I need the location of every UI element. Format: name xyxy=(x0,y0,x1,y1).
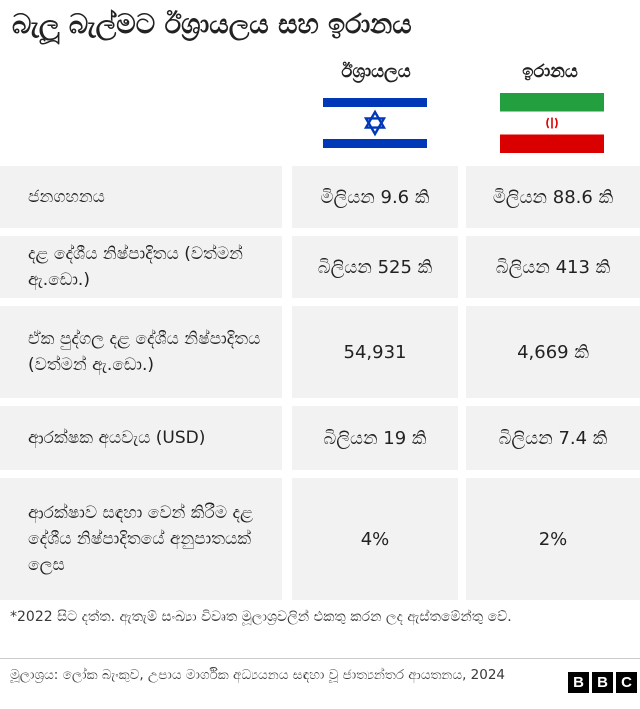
israel-value: බිලියන 19 කි xyxy=(292,406,458,470)
source-text: මූලාශ්‍රය: ලෝක බැංකුව, උපාය මාර්ගික අධ්‍… xyxy=(10,667,506,683)
table-row: ආරක්ෂක අයවැය (USD) බිලියන 19 කි බිලියන 7.4… xyxy=(0,406,640,470)
footnote: *2022 සිට දත්ත. ඇතැම් සංඛ්‍යා විවෘත මූලා… xyxy=(10,609,512,625)
row-label: ආරක්ෂාව සඳහා වෙන් කිරීම දළ දේශීය නිෂ්පාද… xyxy=(0,478,282,600)
israel-flag-icon xyxy=(323,93,427,153)
bbc-logo-letter: B xyxy=(568,672,589,693)
bbc-logo-letter: C xyxy=(616,672,637,693)
table-row: ජනගහනය මිලියන 9.6 කි මිලියන 88.6 කි xyxy=(0,166,640,228)
iran-value: 4,669 කි xyxy=(466,306,640,398)
israel-value: මිලියන 9.6 කි xyxy=(292,166,458,228)
page-title: බැලූ බැල්මට ඊශ්‍රායලය සහ ඉරානය xyxy=(12,9,412,40)
bbc-logo-letter: B xyxy=(592,672,613,693)
israel-value: 54,931 xyxy=(292,306,458,398)
israel-value: 4% xyxy=(292,478,458,600)
divider xyxy=(0,658,640,659)
row-label: ජනගහනය xyxy=(0,166,282,228)
iran-value: බිලියන 7.4 කි xyxy=(466,406,640,470)
iran-heading: ඉරානය xyxy=(522,61,578,82)
table-row: ආරක්ෂාව සඳහා වෙන් කිරීම දළ දේශීය නිෂ්පාද… xyxy=(0,478,640,600)
israel-heading: ඊශ්‍රායලය xyxy=(341,61,411,82)
row-label: දළ දේශීය නිෂ්පාදිතය (වත්මන් ඇ.ඩො.) xyxy=(0,236,282,298)
bbc-logo: B B C xyxy=(568,672,637,693)
iran-flag-icon xyxy=(500,93,604,153)
iran-value: බිලියන 413 කි xyxy=(466,236,640,298)
israel-value: බිලියන 525 කි xyxy=(292,236,458,298)
table-row: ඒක පුද්ගල දළ දේශීය නිෂ්පාදිතය (වත්මන් ඇ.… xyxy=(0,306,640,398)
iran-value: මිලියන 88.6 කි xyxy=(466,166,640,228)
table-row: දළ දේශීය නිෂ්පාදිතය (වත්මන් ඇ.ඩො.) බිලියන… xyxy=(0,236,640,298)
iran-value: 2% xyxy=(466,478,640,600)
row-label: ආරක්ෂක අයවැය (USD) xyxy=(0,406,282,470)
row-label: ඒක පුද්ගල දළ දේශීය නිෂ්පාදිතය (වත්මන් ඇ.… xyxy=(0,306,282,398)
